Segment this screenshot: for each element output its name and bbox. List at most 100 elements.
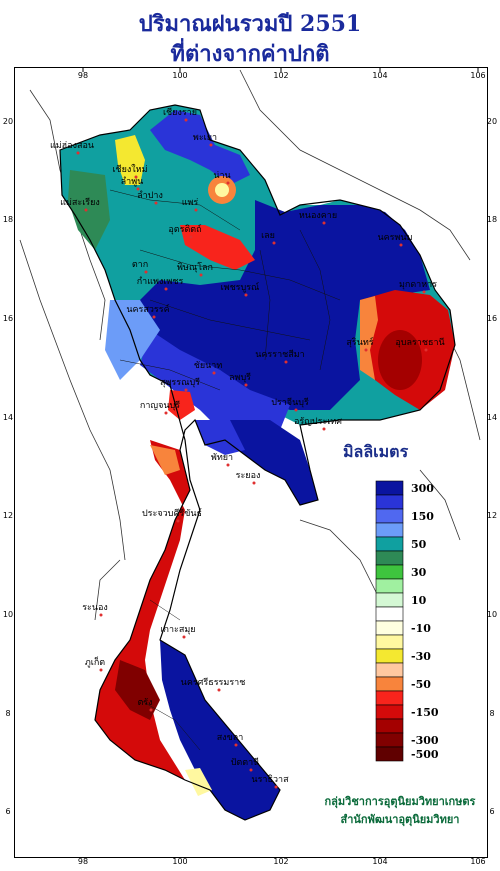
lon-tick-top: 104: [372, 71, 387, 80]
lon-tick-top: 98: [78, 71, 88, 80]
place-label: ตรัง: [137, 698, 152, 708]
legend-label: -300: [411, 734, 439, 747]
legend-swatch: [375, 718, 404, 734]
field-east-darkred: [378, 330, 422, 390]
field-south-navy: [160, 640, 280, 820]
place-label: นครสวรรค์: [126, 303, 169, 315]
place-label: ระยอง: [236, 471, 261, 481]
lat-tick-right: 8: [489, 709, 494, 718]
legend-swatch: [375, 620, 404, 636]
legend-label: 300: [411, 482, 434, 495]
place-label: มุกดาหาร: [399, 280, 437, 290]
field-central-lightblue: [105, 300, 160, 380]
latitude-ticks-left: 20 18 16 14 12 10 8 6: [3, 117, 13, 816]
legend-swatch: [375, 634, 404, 650]
lat-tick-left: 6: [5, 807, 10, 816]
lon-tick-bottom: 98: [78, 857, 88, 866]
legend-swatch: [375, 606, 404, 622]
legend-swatch: [375, 704, 404, 720]
field-southeast-navy: [225, 420, 318, 505]
place-label: ลำปาง: [137, 190, 163, 201]
credit-line-2: สำนักพัฒนาอุตุนิยมวิทยา: [340, 813, 460, 826]
legend-swatch: [375, 746, 404, 762]
place-label: เชียงราย: [163, 107, 197, 118]
place-label: นครพนม: [377, 233, 412, 243]
place-label: เกาะสมุย: [160, 625, 195, 635]
legend-swatch: [375, 732, 404, 748]
lat-tick-right: 14: [487, 413, 497, 422]
legend-swatch: [375, 648, 404, 664]
field-north-white: [215, 183, 229, 197]
place-label: ระนอง: [82, 603, 108, 613]
legend-swatch: [375, 662, 404, 678]
lat-tick-right: 10: [487, 610, 497, 619]
lat-tick-left: 12: [3, 511, 13, 520]
province-lines: [109, 189, 341, 751]
place-label: แม่สะเรียง: [60, 197, 100, 208]
field-north-blue: [150, 110, 250, 185]
latitude-ticks-right: 20 18 16 14 12 10 8 6: [487, 117, 497, 816]
legend-swatch: [375, 536, 404, 552]
rainfall-fields: [60, 105, 455, 820]
lon-tick-top: 106: [470, 71, 485, 80]
legend-label: -150: [411, 706, 439, 719]
field-north-yellow: [115, 135, 145, 185]
place-label: ภูเก็ต: [85, 655, 105, 668]
place-label: เลย: [261, 231, 275, 241]
place-label: นครศรีธรรมราช: [181, 677, 246, 688]
place-label: พัทยา: [211, 453, 233, 463]
legend-label: -30: [411, 650, 431, 663]
legend-swatch: [375, 690, 404, 706]
thailand-border: [59, 104, 456, 821]
lat-tick-right: 6: [489, 807, 494, 816]
place-label: ลพบุรี: [229, 372, 251, 383]
place-label: เชียงใหม่: [112, 164, 147, 175]
place-label: ปราจีนบุรี: [271, 397, 309, 408]
field-south-orange: [150, 445, 180, 475]
place-label: กาญจนบุรี: [140, 400, 180, 411]
legend-swatch: [375, 676, 404, 692]
place-label: อรัญประเทศ: [294, 417, 342, 427]
legend-label: -50: [411, 678, 431, 691]
legend-title: มิลลิเมตร: [343, 442, 409, 461]
place-label: หนองคาย: [299, 211, 337, 221]
legend-swatch: [375, 508, 404, 524]
place-label: อุตรดิตถ์: [168, 223, 201, 235]
place-label: ชัยนาท: [194, 361, 223, 371]
place-label: ปัตตานี: [231, 757, 260, 768]
legend-swatch: [375, 494, 404, 510]
lat-tick-right: 18: [487, 215, 497, 224]
legend-swatch: [375, 480, 404, 496]
legend-swatch: [375, 522, 404, 538]
field-west-green: [68, 170, 110, 250]
place-label: แพร่: [182, 198, 199, 208]
place-label: นราธิวาส: [251, 774, 289, 785]
place-label: กำแพงเพชร: [137, 276, 184, 287]
credit-line-1: กลุ่มวิชาการอุตุนิยมวิทยาเกษตร: [324, 795, 476, 808]
place-label: นครราชสีมา: [255, 349, 304, 360]
lat-tick-right: 16: [487, 314, 497, 323]
legend-label: 150: [411, 510, 434, 523]
lat-tick-left: 10: [3, 610, 13, 619]
field-south-red: [95, 440, 190, 780]
legend-label: -500: [411, 748, 439, 761]
legend-label: -10: [411, 622, 431, 635]
lon-tick-bottom: 100: [172, 857, 187, 866]
legend-label: 50: [411, 538, 427, 551]
place-label: น่าน: [213, 171, 230, 181]
place-label: สุพรรณบุรี: [160, 377, 200, 388]
map-subtitle: ที่ต่างจากค่าปกติ: [170, 41, 330, 67]
lat-tick-left: 18: [3, 215, 13, 224]
place-label: แม่ฮ่องสอน: [50, 141, 94, 151]
lat-tick-left: 14: [3, 413, 13, 422]
legend-label: 30: [411, 566, 427, 579]
place-label: พิษณุโลก: [177, 262, 213, 273]
lon-tick-top: 100: [172, 71, 187, 80]
lat-tick-right: 12: [487, 511, 497, 520]
lat-tick-right: 20: [487, 117, 497, 126]
lon-tick-bottom: 102: [273, 857, 288, 866]
lat-tick-left: 16: [3, 314, 13, 323]
place-label: ลำพูน: [121, 176, 144, 187]
